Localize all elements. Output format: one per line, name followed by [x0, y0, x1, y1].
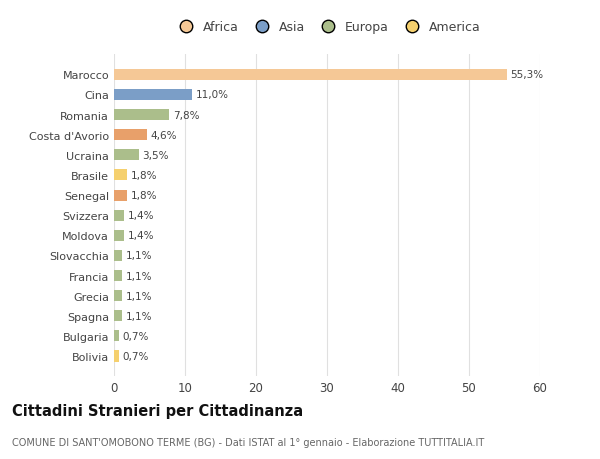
- Bar: [114, 311, 122, 322]
- Bar: [114, 270, 122, 281]
- Text: 3,5%: 3,5%: [142, 151, 169, 161]
- Text: 1,1%: 1,1%: [125, 271, 152, 281]
- Bar: [114, 90, 192, 101]
- Bar: [114, 110, 169, 121]
- Text: 1,8%: 1,8%: [130, 171, 157, 180]
- Bar: [114, 70, 506, 81]
- Text: 0,7%: 0,7%: [122, 331, 149, 341]
- Bar: [114, 351, 119, 362]
- Text: 4,6%: 4,6%: [150, 130, 177, 140]
- Bar: [114, 150, 139, 161]
- Text: 1,1%: 1,1%: [125, 291, 152, 301]
- Bar: [114, 210, 124, 221]
- Text: 1,1%: 1,1%: [125, 311, 152, 321]
- Bar: [114, 250, 122, 262]
- Bar: [114, 291, 122, 302]
- Text: 55,3%: 55,3%: [510, 70, 544, 80]
- Bar: [114, 130, 146, 141]
- Text: 11,0%: 11,0%: [196, 90, 229, 100]
- Text: 7,8%: 7,8%: [173, 110, 199, 120]
- Legend: Africa, Asia, Europa, America: Africa, Asia, Europa, America: [168, 17, 486, 39]
- Text: COMUNE DI SANT'OMOBONO TERME (BG) - Dati ISTAT al 1° gennaio - Elaborazione TUTT: COMUNE DI SANT'OMOBONO TERME (BG) - Dati…: [12, 437, 484, 447]
- Bar: [114, 170, 127, 181]
- Text: 1,8%: 1,8%: [130, 190, 157, 201]
- Text: 1,4%: 1,4%: [127, 211, 154, 221]
- Text: Cittadini Stranieri per Cittadinanza: Cittadini Stranieri per Cittadinanza: [12, 403, 303, 419]
- Bar: [114, 230, 124, 241]
- Bar: [114, 190, 127, 201]
- Text: 1,4%: 1,4%: [127, 231, 154, 241]
- Text: 0,7%: 0,7%: [122, 351, 149, 361]
- Text: 1,1%: 1,1%: [125, 251, 152, 261]
- Bar: [114, 330, 119, 341]
